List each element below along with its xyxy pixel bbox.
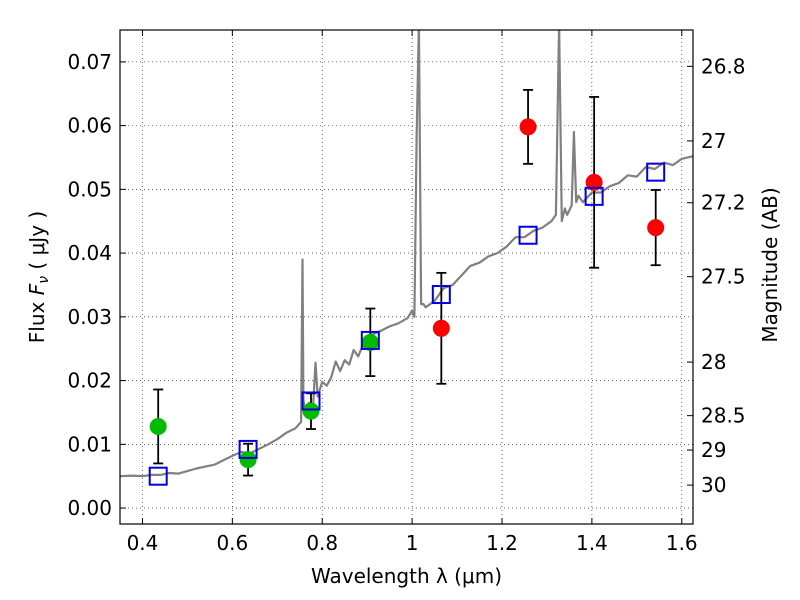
model-square xyxy=(301,391,321,411)
right-tick-label: 28 xyxy=(701,350,726,374)
data-point xyxy=(239,451,257,469)
model-square xyxy=(431,285,451,305)
right-tick-label: 26.8 xyxy=(701,54,746,78)
y-axis-label-right: Magnitude (AB) xyxy=(758,187,782,342)
x-tick-label: 1.6 xyxy=(666,531,698,555)
data-point xyxy=(647,219,665,237)
x-tick-label: 0.4 xyxy=(127,531,159,555)
right-tick-label: 28.5 xyxy=(701,404,746,428)
y-tick-label: 0.01 xyxy=(67,432,112,456)
x-tick-label: 0.8 xyxy=(306,531,338,555)
right-tick-label: 29 xyxy=(701,438,726,462)
model-square xyxy=(518,225,538,245)
y-tick-label: 0.06 xyxy=(67,114,112,138)
spectrum-line xyxy=(120,30,693,478)
y-tick-label: 0.03 xyxy=(67,305,112,329)
y-axis-label: Flux Fν ( μJy ) xyxy=(25,211,52,343)
x-tick-label: 1.4 xyxy=(576,531,608,555)
data-point xyxy=(585,173,603,191)
data-point xyxy=(519,118,537,136)
y-tick-label: 0.04 xyxy=(67,241,112,265)
y-tick-label: 0.07 xyxy=(67,50,112,74)
model-square xyxy=(238,439,258,459)
x-tick-label: 1 xyxy=(406,531,419,555)
right-tick-label: 27.2 xyxy=(701,191,746,215)
grid xyxy=(120,30,693,524)
x-tick-label: 1.2 xyxy=(486,531,518,555)
y-tick-label: 0.02 xyxy=(67,369,112,393)
data-point xyxy=(149,417,167,435)
data-point xyxy=(302,402,320,420)
model-square xyxy=(584,186,604,206)
model-square xyxy=(360,330,380,350)
x-axis-label: Wavelength λ (μm) xyxy=(311,564,502,588)
x-tick-label: 0.6 xyxy=(216,531,248,555)
y-tick-label: 0.05 xyxy=(67,177,112,201)
model-square xyxy=(646,162,666,182)
y-tick-label: 0.00 xyxy=(67,496,112,520)
plot-frame xyxy=(119,29,694,525)
data-point xyxy=(432,319,450,337)
right-tick-label: 27.5 xyxy=(701,265,746,289)
plot-area xyxy=(120,30,693,486)
right-tick-label: 30 xyxy=(701,473,726,497)
right-tick-label: 27 xyxy=(701,129,726,153)
ticks: 0.4 0.6 0.8 1 1.2 1.4 1.6 0.00 0.01 0.02 0.03 0.04 0… xyxy=(67,30,746,555)
model-square xyxy=(148,466,168,486)
